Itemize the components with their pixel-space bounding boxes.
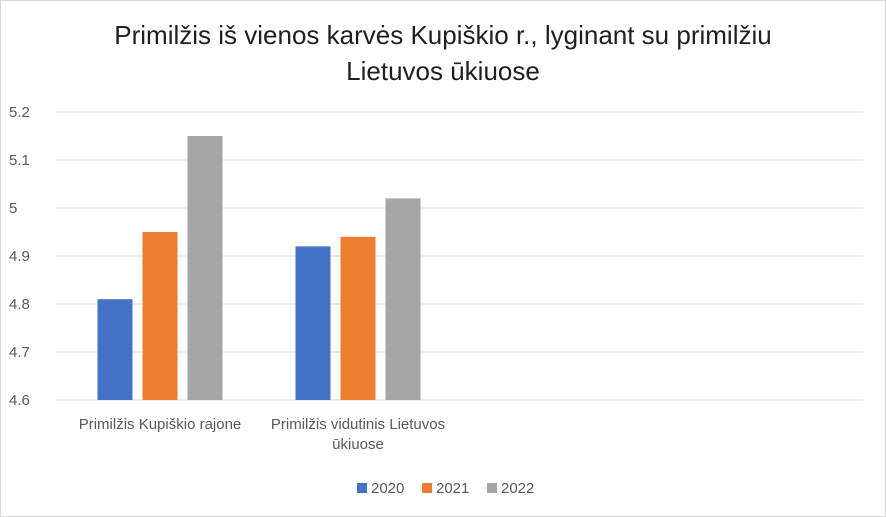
- y-tick-label: 5.2: [9, 104, 30, 121]
- bar-2020-1: [97, 299, 133, 400]
- y-tick-label: 5.1: [9, 152, 30, 169]
- y-tick-label: 4.7: [9, 344, 30, 361]
- y-tick-label: 5: [9, 200, 17, 217]
- bar-2021-2: [340, 236, 376, 400]
- legend-label-2021: 2021: [436, 480, 469, 497]
- legend-swatch-2022: [487, 483, 497, 493]
- legend-label-2022: 2022: [501, 480, 534, 497]
- bar-2020-2: [295, 246, 331, 400]
- legend-label-2020: 2020: [371, 480, 404, 497]
- bar-2021-1: [142, 232, 178, 400]
- chart-title-line-1: Primilžis iš vienos karvės Kupiškio r., …: [114, 20, 772, 50]
- bar-2022-1: [187, 136, 223, 400]
- chart-title-line-2: Lietuvos ūkiuose: [346, 56, 540, 86]
- bar-2022-2: [385, 198, 421, 400]
- y-tick-label: 4.9: [9, 248, 30, 265]
- x-category-label: Primilžis vidutinis Lietuvos: [271, 416, 445, 433]
- y-tick-label: 4.6: [9, 392, 30, 409]
- y-tick-label: 4.8: [9, 296, 30, 313]
- x-category-label: ūkiuose: [332, 436, 384, 453]
- x-category-label: Primilžis Kupiškio rajone: [79, 416, 242, 433]
- legend-swatch-2020: [357, 483, 367, 493]
- chart-title: Primilžis iš vienos karvės Kupiškio r., …: [1, 17, 885, 89]
- legend-swatch-2021: [422, 483, 432, 493]
